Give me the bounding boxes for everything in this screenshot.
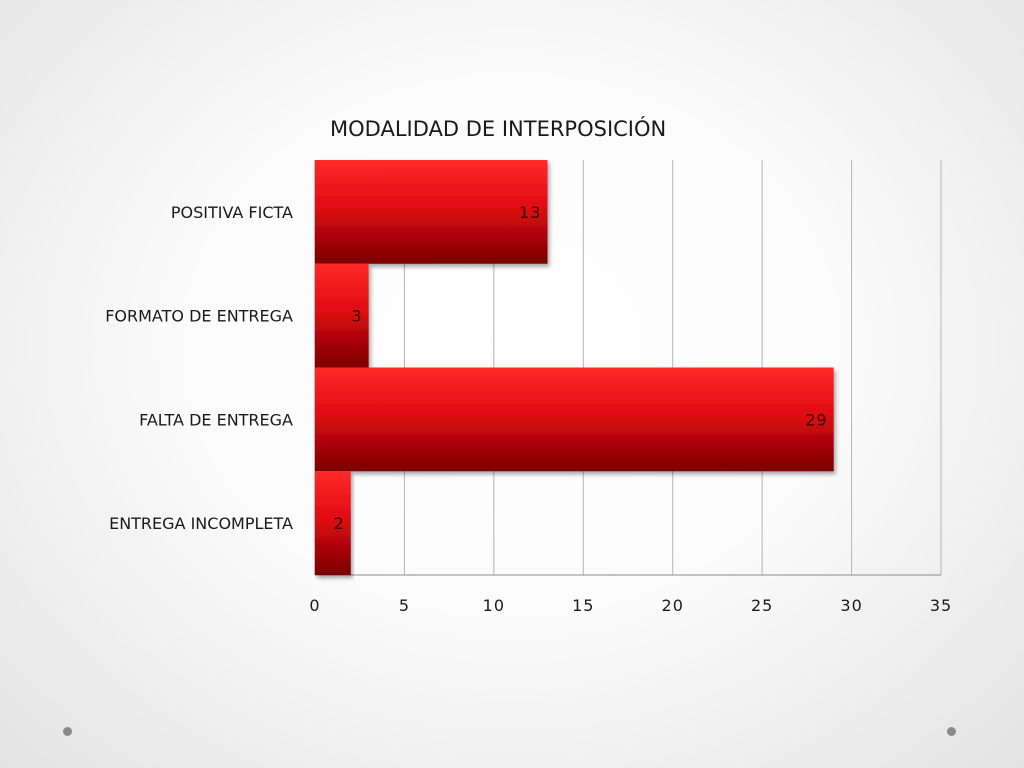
x-tick-label-30: 30 [840, 596, 862, 615]
x-tick-label-20: 20 [662, 596, 684, 615]
category-label-3: ENTREGA INCOMPLETA [109, 514, 293, 533]
bar-1 [315, 263, 369, 368]
x-tick-label-5: 5 [399, 596, 410, 615]
data-label-0: 13 [519, 203, 541, 222]
data-label-3: 2 [334, 514, 345, 533]
data-label-2: 29 [805, 410, 827, 429]
bars [315, 160, 834, 575]
labels: 0 5 10 15 20 25 30 35 POSITIVA FICTA 13 FORMATO DE… [105, 203, 952, 615]
x-tick-label-0: 0 [309, 596, 320, 615]
x-tick-label-35: 35 [930, 596, 952, 615]
x-tick-label-25: 25 [751, 596, 773, 615]
category-label-2: FALTA DE ENTREGA [139, 410, 293, 429]
bar-3 [315, 471, 351, 575]
slide-dot-left [63, 727, 72, 736]
category-label-1: FORMATO DE ENTREGA [105, 307, 293, 326]
bar-0 [315, 160, 548, 264]
data-label-1: 3 [351, 307, 362, 326]
bar-2 [315, 367, 834, 472]
chart-title: MODALIDAD DE INTERPOSICIÓN [330, 116, 666, 141]
slide-dot-right [947, 727, 956, 736]
x-tick-label-10: 10 [483, 596, 505, 615]
x-tick-label-15: 15 [572, 596, 594, 615]
category-label-0: POSITIVA FICTA [171, 203, 293, 222]
